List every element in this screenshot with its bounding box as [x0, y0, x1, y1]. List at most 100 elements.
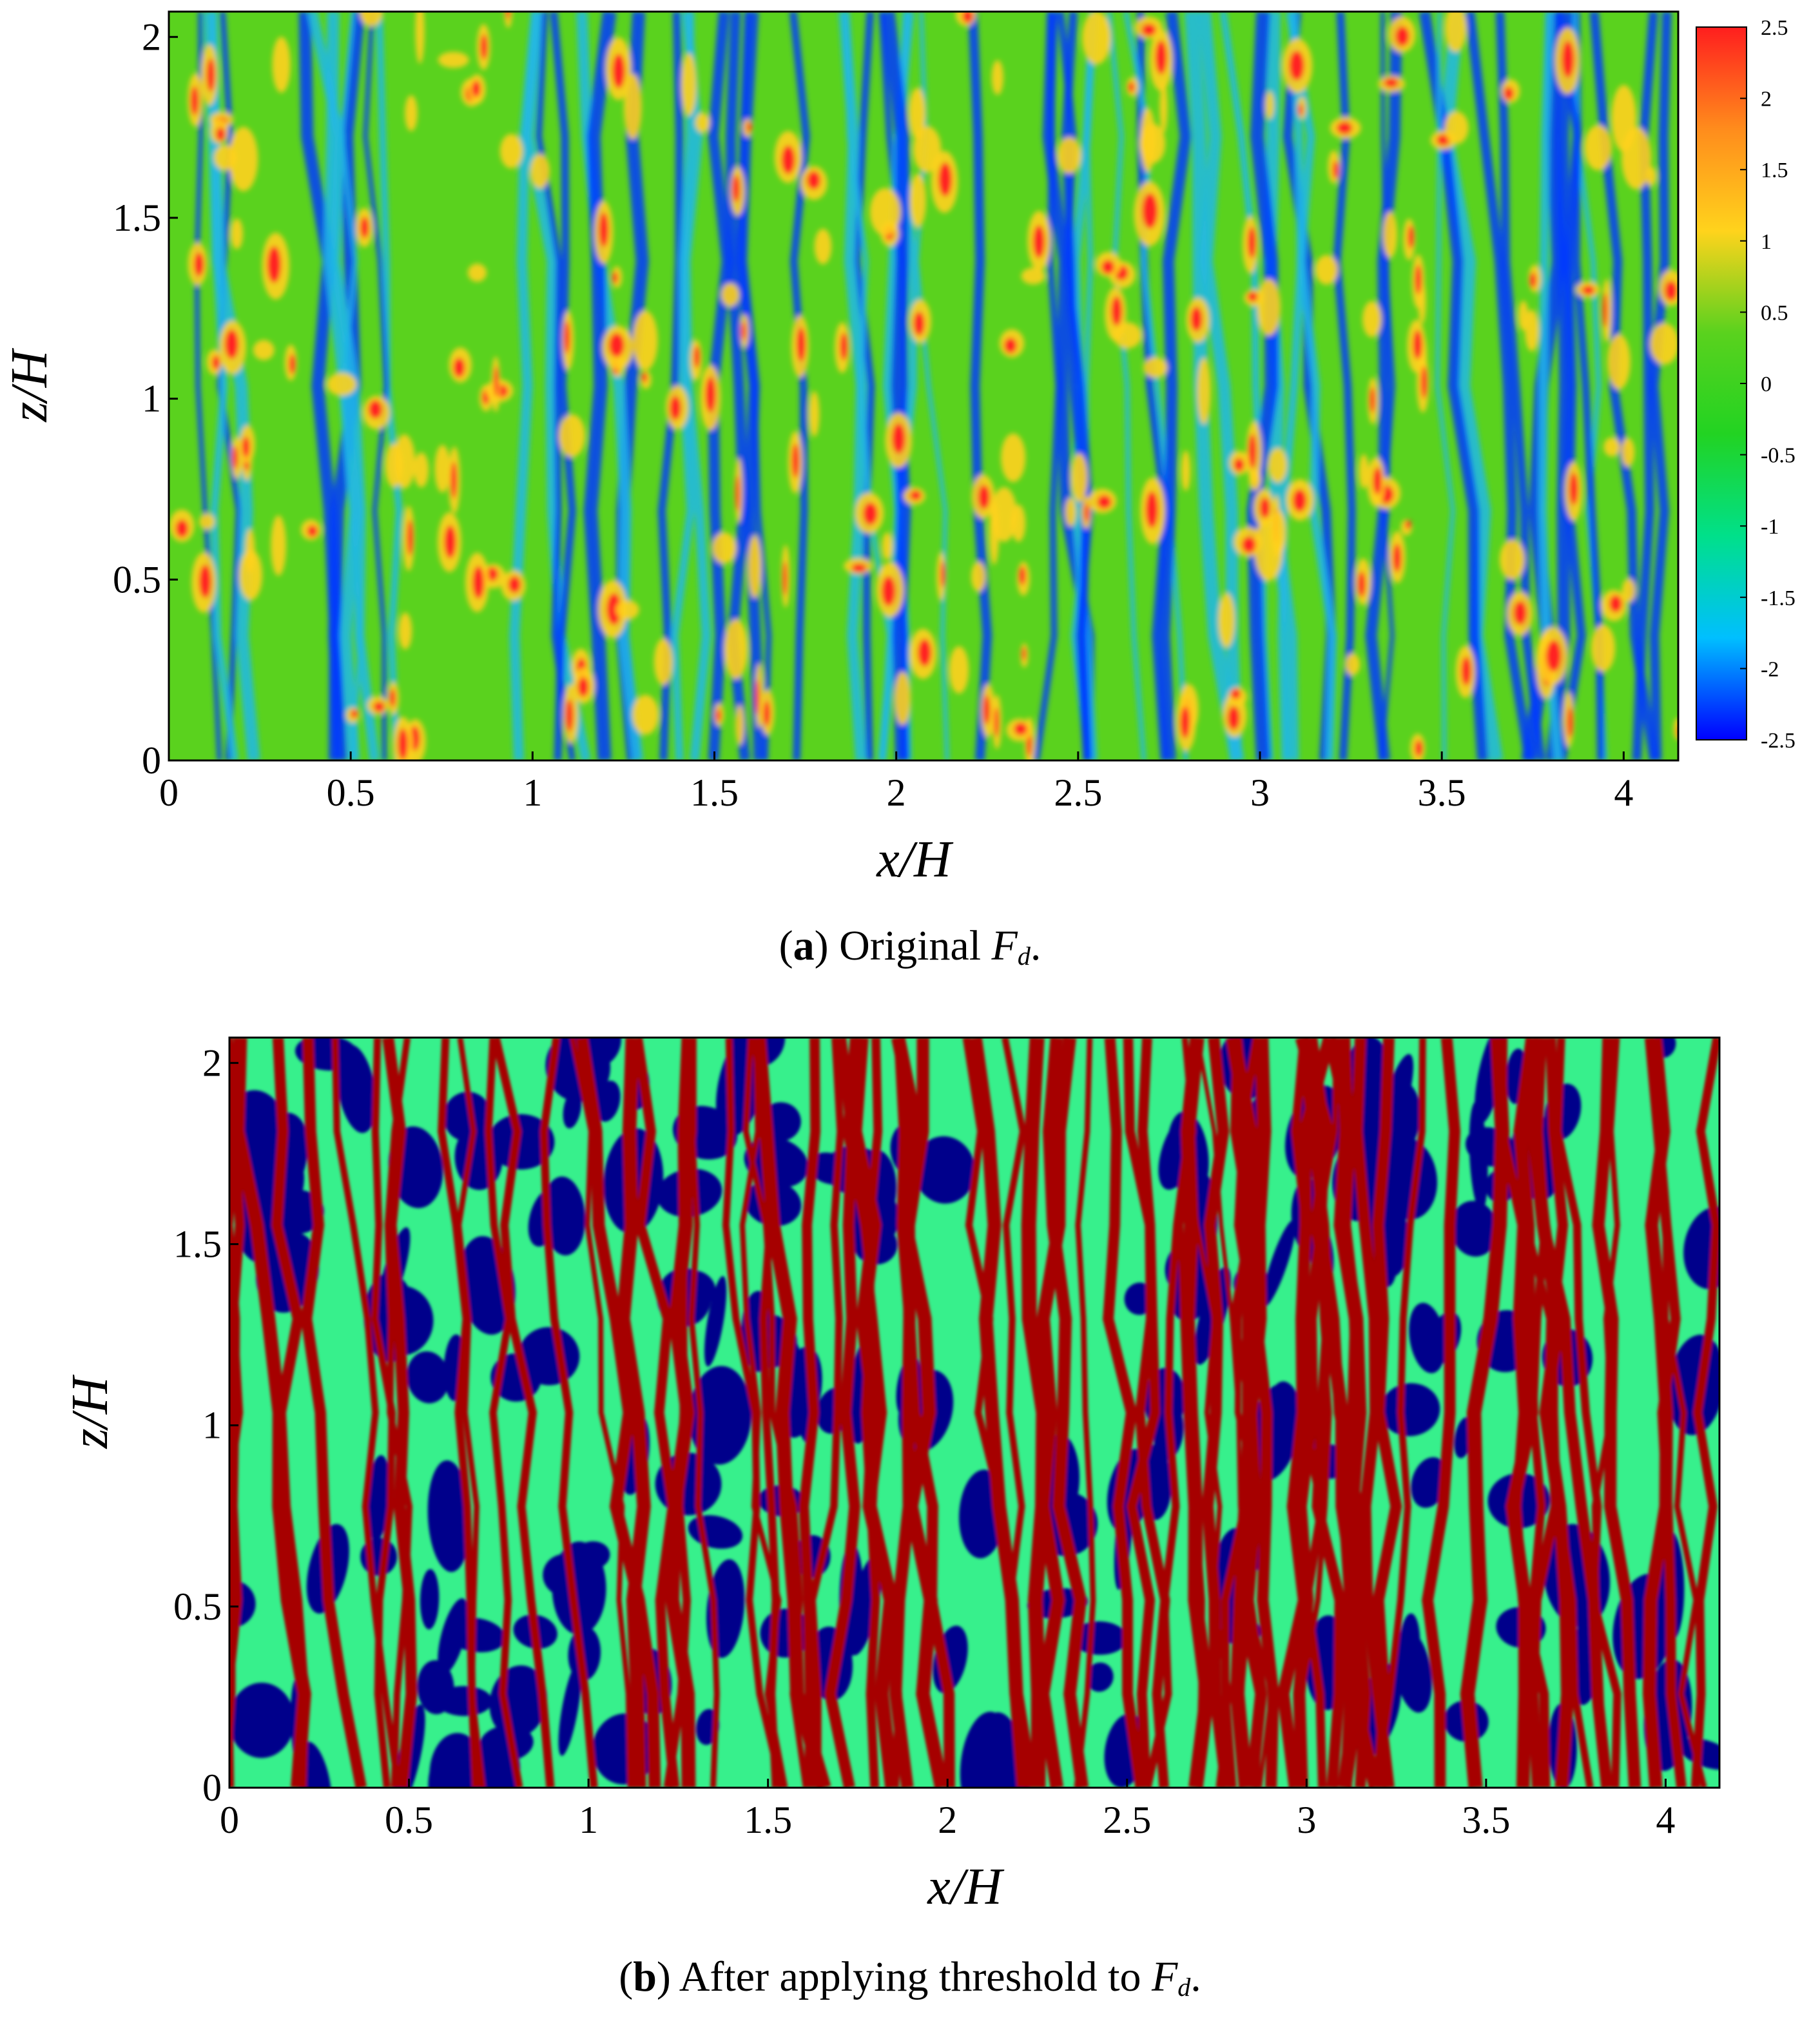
peak-blob [978, 485, 990, 510]
peak-blob [198, 565, 211, 598]
low-patch [1450, 1201, 1498, 1257]
high-streak [1234, 1038, 1263, 1788]
x-tick-label: 2.5 [1103, 1799, 1151, 1841]
peak-blob [212, 355, 220, 370]
colorbar-tick-label: 1 [1761, 230, 1772, 254]
peak-blob [398, 728, 408, 760]
high-blob [1197, 358, 1211, 425]
high-blob [504, 12, 512, 28]
x-tick-label: 4 [1614, 771, 1633, 814]
high-blob [271, 515, 286, 576]
low-patch [1393, 1629, 1432, 1713]
peak-blob [242, 436, 250, 458]
high-streak [722, 1038, 786, 1788]
x-tick-label: 1 [579, 1799, 598, 1841]
y-tick-label: 0 [202, 1766, 222, 1809]
x-axis-title: x/H [927, 1859, 1005, 1915]
high-blob [748, 535, 762, 599]
peak-blob [1155, 40, 1167, 75]
high-blob [1362, 301, 1382, 338]
colorbar-tick-label: -2.5 [1761, 729, 1796, 753]
high-streak [1496, 1038, 1551, 1788]
low-patch [558, 1662, 582, 1756]
low-streak [583, 12, 617, 760]
peak-blob [913, 311, 925, 336]
low-streak [363, 12, 389, 760]
caption-a-label: a [793, 922, 815, 969]
peak-blob [1033, 225, 1045, 258]
y-tick-label: 1 [142, 378, 161, 420]
peak-blob [577, 677, 589, 697]
low-streak [681, 12, 712, 760]
low-patch [1262, 1220, 1296, 1307]
low-streak [217, 12, 242, 760]
x-tick-label: 2 [887, 771, 906, 814]
y-tick-label: 1.5 [173, 1223, 222, 1266]
low-streak [1365, 12, 1402, 760]
high-blob [1525, 309, 1539, 352]
peak-blob [881, 575, 896, 606]
peak-blob [599, 212, 609, 247]
peak-blob [1461, 657, 1471, 686]
high-streak [1333, 1038, 1367, 1788]
high-streak [1373, 1038, 1426, 1788]
low-streak [509, 12, 542, 760]
chart-b: 0 0.5 1 1.5 2 2.5 3 3.5 4 0 0.5 1 1.5 2 x/H z/H [62, 1036, 1721, 1915]
high-blob [393, 434, 416, 488]
high-streak [889, 1038, 929, 1788]
high-streak [229, 1038, 242, 1788]
high-streak [1230, 1038, 1272, 1788]
peak-blob [716, 709, 721, 722]
high-blob [1673, 717, 1678, 740]
high-blob [414, 452, 429, 488]
y-tick-label: 1.5 [113, 197, 161, 239]
low-streak [1070, 12, 1095, 760]
high-blob [909, 88, 926, 139]
high-streak [824, 1038, 861, 1788]
low-patch [744, 1137, 809, 1188]
x-tick-label: 0.5 [385, 1799, 433, 1841]
peak-blob [741, 322, 746, 340]
peak-blob [1504, 86, 1514, 101]
caption-a: (a) Original Fd. [779, 922, 1041, 971]
high-streak [229, 1068, 245, 1788]
peak-blob [1019, 566, 1026, 585]
high-blob [229, 126, 258, 191]
high-blob [1650, 323, 1678, 365]
peak-blob [1234, 458, 1244, 472]
peak-blob [705, 376, 716, 412]
colorbar-tick-label: 2 [1761, 88, 1772, 111]
high-streak [491, 1038, 555, 1788]
peak-blob [1665, 280, 1678, 301]
peak-blob [1227, 706, 1240, 730]
peak-blob [1370, 387, 1375, 413]
high-streak [1299, 1038, 1339, 1788]
x-tick-label: 2 [938, 1799, 957, 1841]
peak-blob [1259, 498, 1270, 519]
high-blob [253, 340, 275, 360]
high-blob [1444, 111, 1469, 144]
peak-blob [1141, 23, 1156, 36]
peak-blob [863, 502, 878, 525]
high-blob [1143, 357, 1168, 378]
high-streak [968, 1038, 1038, 1788]
peak-blob [1142, 193, 1158, 229]
x-tick-label: 0 [220, 1799, 239, 1841]
low-streak [1158, 12, 1192, 760]
low-streak [838, 12, 867, 760]
high-blob [615, 600, 639, 620]
peak-blob [351, 709, 358, 719]
high-blob [1603, 437, 1620, 457]
high-streak [438, 1038, 480, 1788]
high-blob [632, 310, 658, 371]
low-streak [789, 12, 810, 760]
colorbar-tick-label: 2.5 [1761, 16, 1788, 40]
high-streak [861, 1038, 883, 1788]
high-blob [530, 154, 550, 189]
high-blob [1070, 453, 1088, 503]
high-streak [847, 1038, 900, 1788]
low-patch [407, 1351, 449, 1404]
peak-blob [373, 701, 385, 712]
x-tick-label: 3 [1250, 771, 1270, 814]
peak-blob [670, 396, 681, 420]
